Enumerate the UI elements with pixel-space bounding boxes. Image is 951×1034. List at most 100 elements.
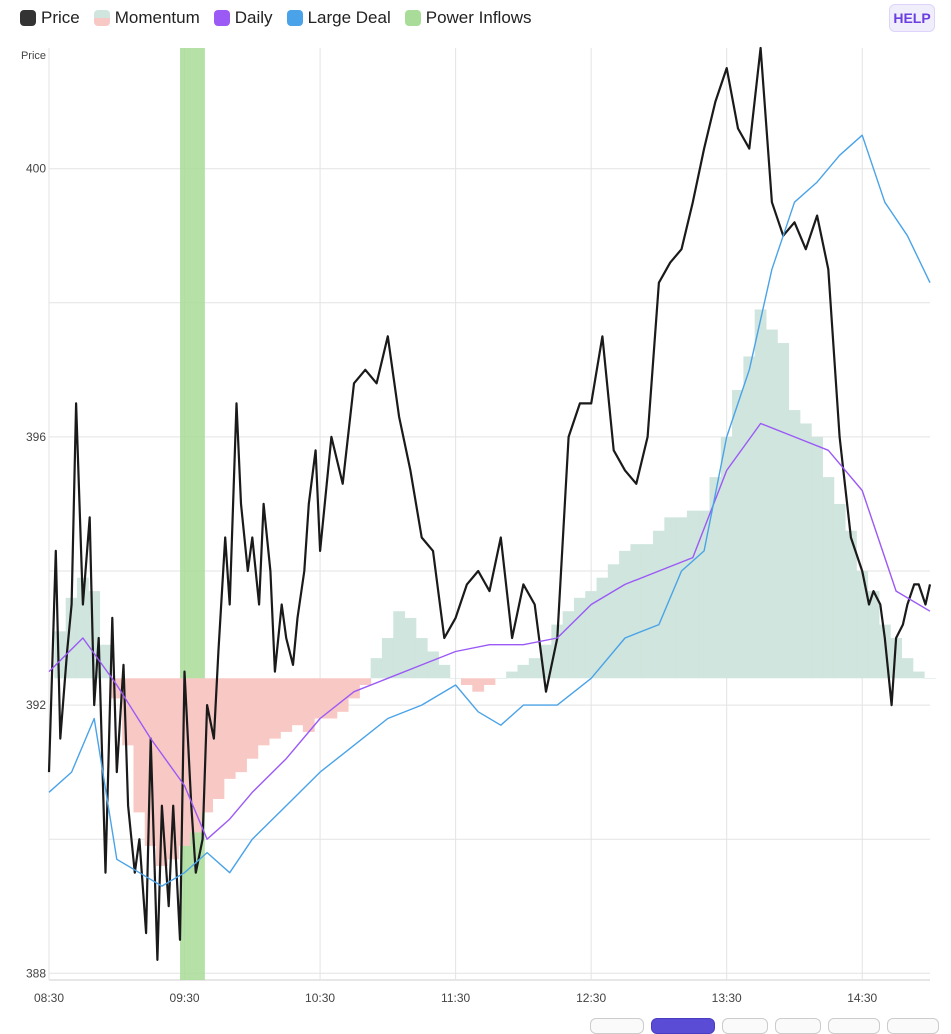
legend-label: Large Deal: [307, 8, 391, 27]
daily-line: [48, 422, 931, 840]
legend-label: Daily: [234, 8, 273, 27]
momentum-bar: [212, 678, 225, 799]
momentum-bar: [573, 597, 586, 679]
legend-label: Power Inflows: [425, 8, 532, 27]
momentum-bar: [438, 664, 451, 679]
momentum-bar: [133, 678, 146, 813]
momentum-bar: [156, 678, 168, 867]
range-tab-4[interactable]: [775, 1018, 821, 1034]
legend-item-large-deal[interactable]: Large Deal: [286, 8, 391, 28]
momentum-bar: [901, 658, 914, 679]
momentum-bar: [246, 678, 259, 759]
momentum-bar: [540, 644, 552, 679]
momentum-bar: [562, 611, 575, 679]
momentum-bar: [291, 678, 304, 726]
bottom-tab-bar: [590, 1018, 946, 1034]
range-tab-1[interactable]: [590, 1018, 644, 1034]
y-tick-label: 392: [26, 698, 46, 712]
momentum-bar: [506, 671, 518, 679]
momentum-bar: [461, 678, 473, 685]
momentum-bar: [607, 564, 620, 679]
chart-legend: Price Momentum Daily Large Deal Power In…: [20, 8, 546, 28]
momentum-bar: [76, 577, 89, 679]
range-tab-5[interactable]: [828, 1018, 880, 1034]
momentum-bar: [415, 638, 428, 679]
momentum-bar: [427, 651, 439, 679]
help-button[interactable]: HELP: [889, 4, 935, 32]
momentum-bar: [845, 530, 857, 679]
momentum-bar: [517, 664, 530, 679]
x-tick-label: 09:30: [170, 991, 200, 1005]
range-tab-6[interactable]: [887, 1018, 939, 1034]
legend-item-power-inflows[interactable]: Power Inflows: [404, 8, 532, 28]
momentum-bar: [596, 577, 609, 679]
momentum-bar: [698, 510, 710, 679]
momentum-bar: [393, 611, 406, 679]
y-tick-label: 388: [26, 966, 46, 980]
momentum-bar: [912, 671, 925, 679]
momentum-bar: [110, 678, 123, 699]
momentum-bar: [653, 530, 665, 679]
momentum-bars-layer: [54, 309, 936, 867]
momentum-bar: [619, 550, 631, 679]
momentum-bar: [799, 423, 812, 679]
momentum-bar: [867, 591, 880, 679]
momentum-bar: [822, 477, 835, 679]
momentum-swatch-icon: [93, 10, 110, 26]
momentum-bar: [189, 678, 202, 833]
momentum-bar: [856, 570, 869, 679]
y-axis-title: Price: [21, 50, 46, 62]
momentum-bar: [732, 389, 744, 679]
daily-swatch-icon: [213, 10, 230, 26]
momentum-bar: [924, 678, 936, 679]
range-tab-2[interactable]: [651, 1018, 715, 1034]
x-tick-label: 10:30: [305, 991, 335, 1005]
momentum-bar: [99, 644, 112, 679]
momentum-bar: [302, 678, 315, 732]
legend-item-price[interactable]: Price: [20, 8, 80, 28]
y-tick-label: 396: [26, 430, 46, 444]
momentum-bar: [65, 597, 78, 679]
momentum-bar: [257, 678, 270, 746]
momentum-bar: [788, 410, 801, 679]
momentum-bar: [641, 544, 654, 679]
momentum-bar: [494, 678, 507, 679]
legend-label: Price: [41, 8, 80, 27]
axis-labels-layer: 388 392 396 400 Price 08:30 09:30 10:30 11:30 12:…: [21, 50, 878, 1005]
x-tick-label: 14:30: [847, 991, 877, 1005]
legend-item-daily[interactable]: Daily: [213, 8, 273, 28]
momentum-bar: [675, 517, 688, 679]
momentum-bar: [325, 678, 338, 719]
momentum-bar: [235, 678, 247, 773]
large-deal-line: [48, 134, 931, 887]
momentum-bar: [528, 658, 541, 679]
momentum-bar: [709, 477, 722, 679]
momentum-bar: [754, 309, 767, 679]
momentum-bar: [449, 678, 462, 679]
range-tab-3[interactable]: [722, 1018, 768, 1034]
momentum-bar: [743, 356, 756, 679]
momentum-bar: [585, 591, 598, 679]
momentum-bar: [201, 678, 214, 813]
y-tick-label: 400: [26, 162, 46, 176]
momentum-bar: [404, 617, 417, 679]
momentum-bar: [370, 658, 383, 679]
large-deal-swatch-icon: [286, 10, 303, 26]
momentum-bar: [223, 678, 236, 779]
momentum-bar: [348, 678, 360, 699]
momentum-bar: [88, 591, 101, 679]
momentum-bar: [269, 678, 281, 739]
momentum-bar: [551, 624, 564, 679]
momentum-bar: [890, 638, 903, 679]
price-swatch-icon: [20, 10, 36, 26]
x-tick-label: 13:30: [712, 991, 742, 1005]
legend-item-momentum[interactable]: Momentum: [93, 8, 200, 28]
momentum-bar: [359, 678, 372, 685]
momentum-bar: [336, 678, 349, 712]
power-inflows-swatch-icon: [404, 10, 421, 26]
momentum-bar: [630, 544, 643, 679]
momentum-bar: [314, 678, 326, 719]
x-tick-label: 11:30: [441, 991, 470, 1005]
momentum-bar: [777, 343, 790, 679]
